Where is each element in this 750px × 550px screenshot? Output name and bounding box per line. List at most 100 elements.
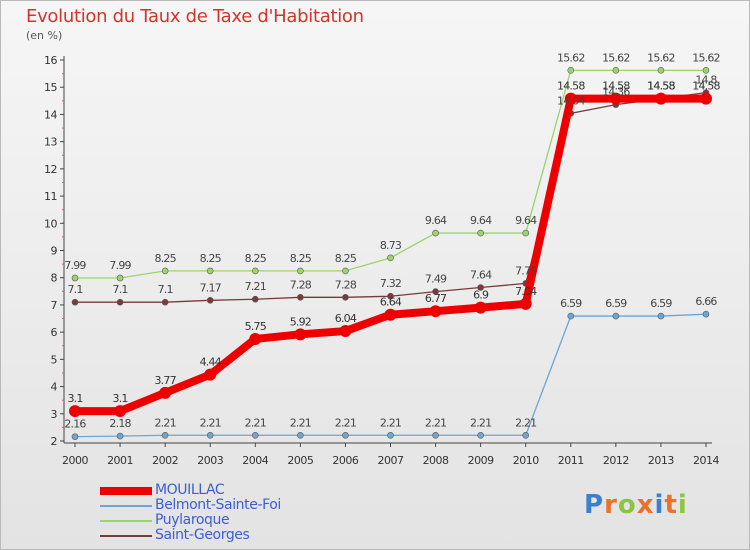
legend-swatch-mouillac [100,487,152,495]
data-point-saint-georges [432,288,439,295]
legend-swatch-belmont [100,505,152,507]
data-point-saint-georges [116,298,124,306]
x-tick-label: 2002 [152,454,178,467]
logo-letter: o [617,490,637,520]
data-label-saint-georges: 7.28 [335,278,357,291]
x-tick-label: 2007 [378,454,404,467]
data-point-belmont-sainte-foi [657,312,665,320]
data-labels-layer: 2.16 2.18 2.21 2.21 2.21 2.21 2.21 2.21 2.21 2.21… [64,51,721,431]
data-point-puylaroque [206,267,214,275]
y-tick-label: 7 [51,299,58,312]
x-tick-label: 2008 [423,454,449,467]
legend-item-mouillac: MOUILLAC [100,482,400,499]
data-label-saint-georges: 7.32 [380,277,401,290]
axes: 2 3 4 5 6 7 8 9 10 11 12 13 14 15 16 2000 2001 2002 2003 20… [44,54,720,467]
data-point-saint-georges [251,295,259,303]
y-tick-label: 10 [44,217,57,230]
data-label-puylaroque: 9.64 [425,214,447,227]
data-label-belmont-sainte-foi: 2.21 [515,416,536,429]
data-point-puylaroque [612,67,620,74]
data-point-puylaroque [251,267,259,275]
data-point-puylaroque [432,229,439,237]
data-point-belmont-sainte-foi [387,431,394,439]
data-point-saint-georges [71,298,79,306]
data-point-belmont-sainte-foi [161,431,169,439]
data-point-belmont-sainte-foi [477,431,484,439]
data-label-saint-georges: 7.79 [515,264,537,277]
data-label-puylaroque: 15.62 [602,51,630,64]
data-label-puylaroque: 8.73 [380,239,402,252]
data-label-mouillac: 3.1 [113,392,128,405]
data-label-puylaroque: 8.25 [200,252,222,265]
logo-letter: i [654,490,665,520]
y-tick-label: 6 [51,326,58,339]
data-label-saint-georges: 7.17 [200,281,222,294]
x-tick-label: 2013 [648,454,674,467]
data-point-belmont-sainte-foi [567,312,575,320]
data-label-belmont-sainte-foi: 2.21 [245,416,266,429]
proxiti-logo: Proxiti [584,490,688,520]
data-point-saint-georges [387,292,394,300]
data-label-puylaroque: 9.64 [515,214,537,227]
y-tick-label: 9 [51,245,58,258]
data-label-mouillac: 6.04 [335,312,357,325]
y-unit-label: (en %) [26,29,63,42]
x-tick-label: 2003 [197,454,223,467]
data-point-mouillac [474,301,487,314]
x-tick-label: 2006 [332,454,358,467]
data-label-belmont-sainte-foi: 6.59 [650,297,672,310]
x-tick-label: 2005 [287,454,313,467]
data-point-mouillac [339,325,352,338]
data-label-saint-georges: 7.28 [290,278,312,291]
y-tick-label: 12 [44,163,57,176]
data-point-belmont-sainte-foi [297,431,304,439]
data-label-mouillac: 14.58 [692,80,720,93]
data-label-mouillac: 5.92 [290,315,311,328]
y-tick-label: 5 [51,353,58,366]
data-label-saint-georges: 7.1 [158,283,173,296]
data-label-belmont-sainte-foi: 2.21 [425,416,446,429]
legend-swatch-saint-georges [100,535,152,537]
x-tick-label: 2010 [513,454,539,467]
data-point-belmont-sainte-foi [432,431,439,439]
data-point-puylaroque [522,229,530,237]
y-tick-label: 3 [51,408,58,421]
data-point-belmont-sainte-foi [702,310,710,318]
data-point-puylaroque [567,67,575,74]
data-label-saint-georges: 14.8 [695,74,717,87]
data-point-mouillac [609,92,622,105]
legend-label-puylaroque: Puylaroque [155,512,230,528]
data-point-mouillac [519,297,532,310]
data-point-belmont-sainte-foi [612,312,620,320]
data-label-puylaroque: 8.25 [245,252,267,265]
legend-swatch-puylaroque [100,520,152,522]
data-label-puylaroque: 8.25 [154,252,176,265]
data-point-mouillac [564,92,577,105]
data-label-mouillac: 4.44 [200,356,222,369]
data-point-belmont-sainte-foi [522,431,530,439]
logo-letter: r [604,490,618,520]
logo-letter: P [584,490,605,520]
y-tick-label: 13 [44,136,57,149]
data-label-mouillac: 7.04 [515,285,537,298]
data-label-mouillac: 6.64 [380,296,402,309]
data-label-mouillac: 14.58 [602,80,630,93]
legend-label-belmont: Belmont-Sainte-Foi [155,497,281,513]
x-tick-label: 2004 [242,454,268,467]
data-label-belmont-sainte-foi: 6.59 [605,297,627,310]
data-point-saint-georges [477,284,484,291]
data-label-belmont-sainte-foi: 6.66 [695,295,717,308]
data-point-mouillac [159,386,172,399]
y-tick-label: 11 [44,190,57,203]
data-label-puylaroque: 8.25 [335,252,357,265]
data-label-puylaroque: 9.64 [470,214,492,227]
legend: MOUILLAC Belmont-Sainte-Foi Puylaroque S… [100,482,400,544]
data-point-puylaroque [342,267,349,275]
data-point-saint-georges [206,297,214,304]
data-label-saint-georges: 7.1 [113,283,128,296]
y-tick-label: 4 [51,381,58,394]
x-tick-label: 2001 [107,454,133,467]
data-label-belmont-sainte-foi: 2.16 [64,418,86,431]
data-label-saint-georges: 14.58 [647,80,675,93]
data-label-saint-georges: 14.36 [602,86,630,99]
